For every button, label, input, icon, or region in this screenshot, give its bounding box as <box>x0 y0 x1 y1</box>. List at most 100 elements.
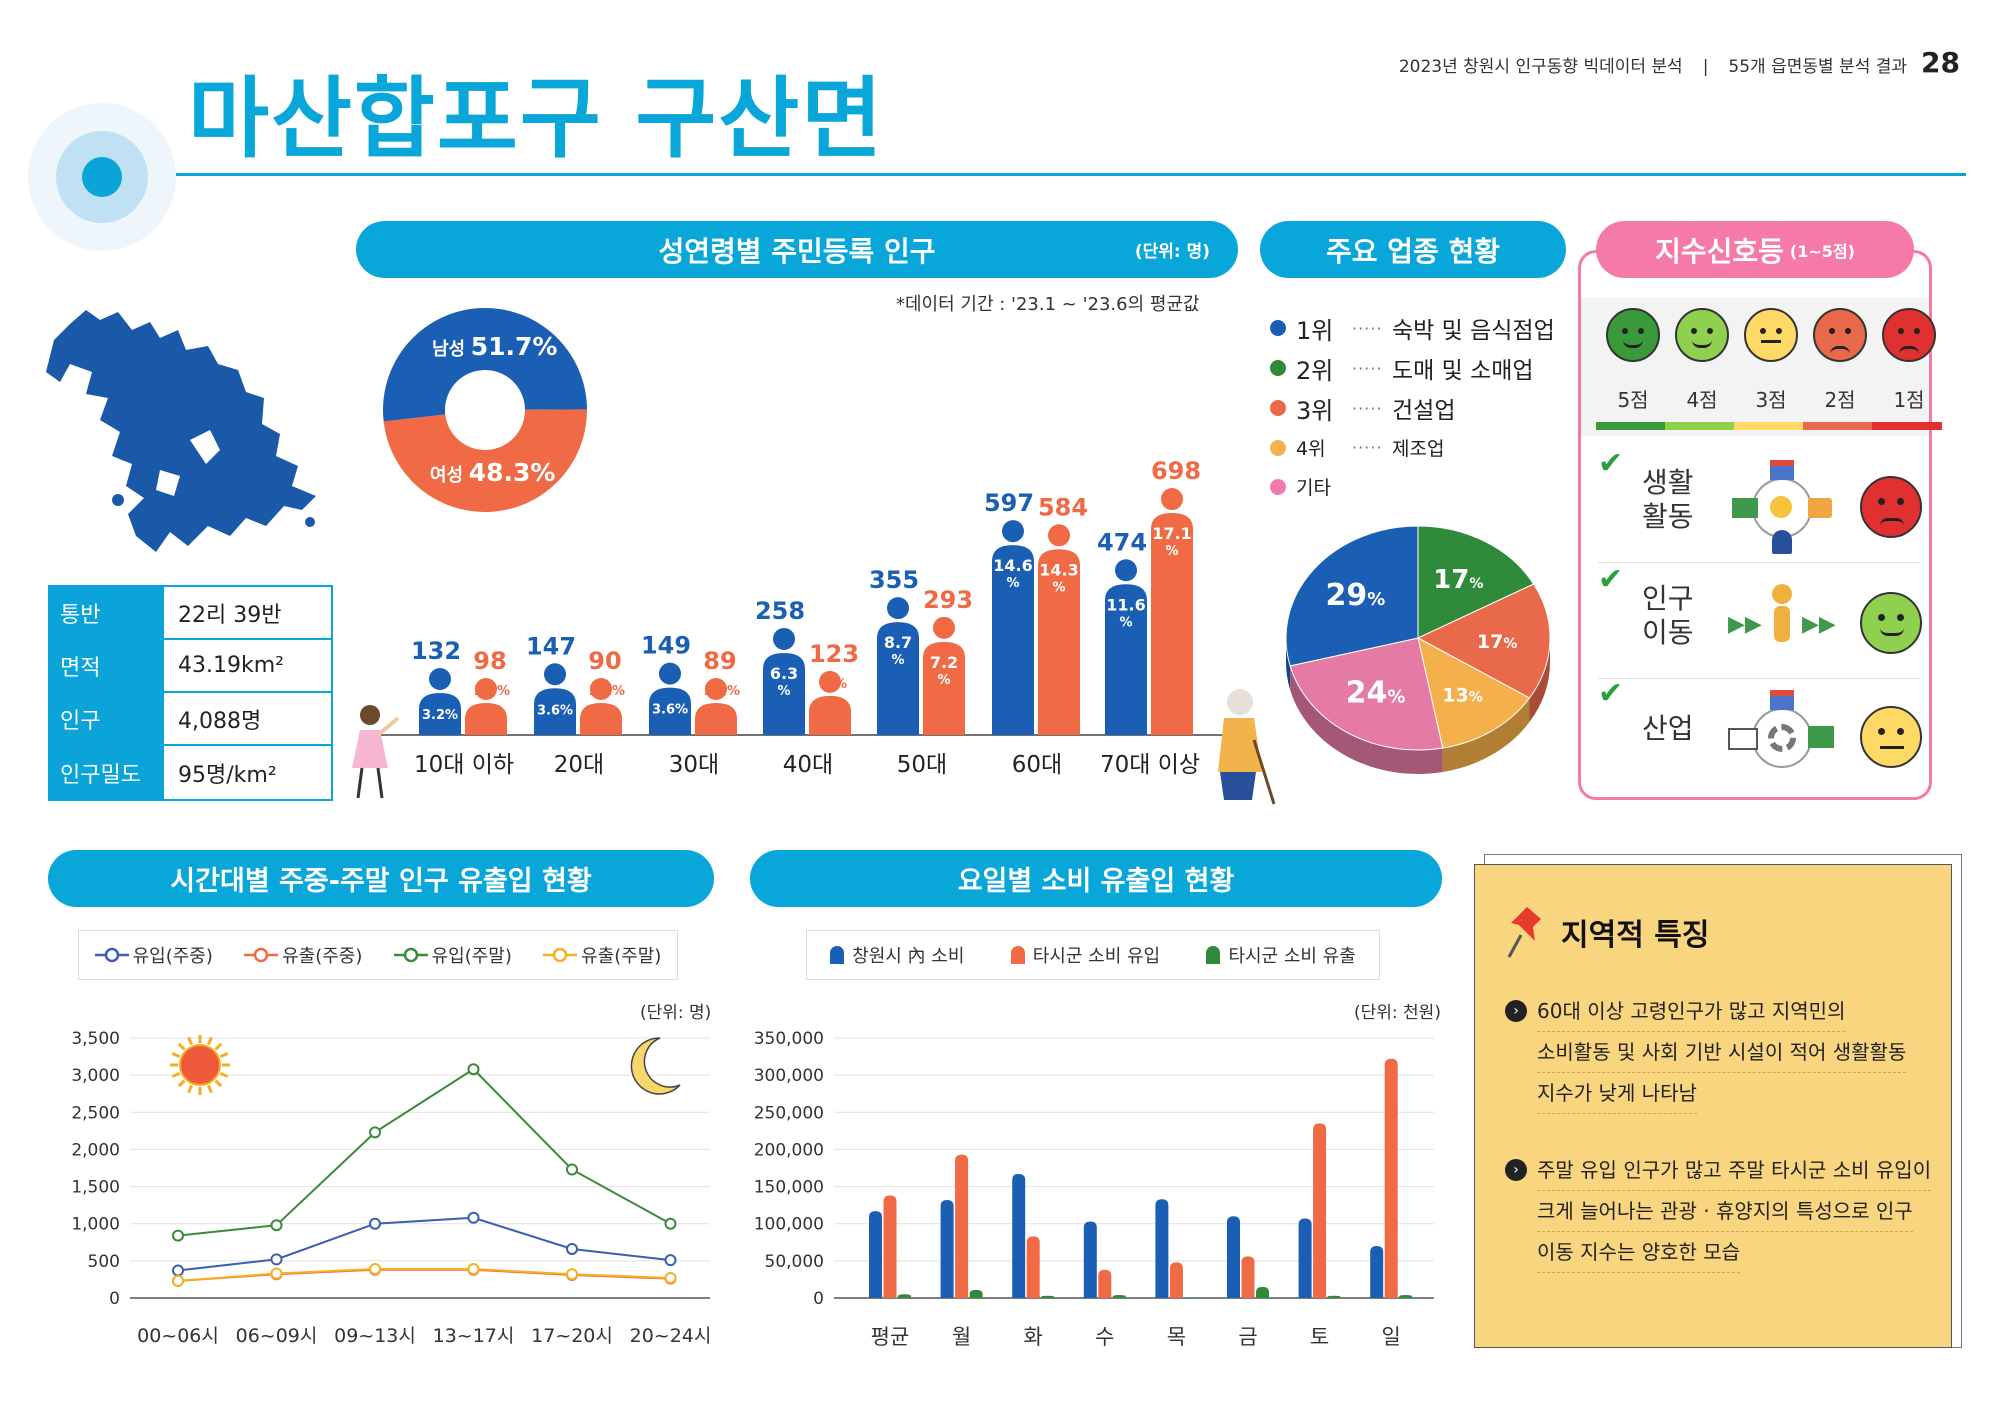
data-point <box>172 1274 184 1287</box>
industry-pie-side <box>1290 665 1443 774</box>
indicator-label-line: 생활 <box>1642 466 1694 499</box>
info-value: 22리 39반 <box>178 602 282 628</box>
age-bar-head <box>544 663 566 686</box>
industry-pie-label: 17% <box>1433 565 1483 595</box>
age-bar-head <box>429 668 451 691</box>
y-tick-label: 1,500 <box>71 1178 120 1198</box>
age-panel-unit: (단위: 명) <box>1134 242 1210 262</box>
legend-label: 유입(주말) <box>431 946 512 967</box>
industry-legend-item: 3위 ····· 건설업 <box>1270 388 1555 428</box>
eye <box>1878 728 1885 735</box>
check-icon: ✔ <box>1598 676 1624 711</box>
industry-panel-title: 주요 업종 현황 <box>1325 234 1501 268</box>
age-value-label: 149 <box>641 632 691 660</box>
score-bar-segment <box>1596 422 1666 430</box>
info-key: 면적 <box>50 640 164 691</box>
industry-pie-label: 13% <box>1442 685 1482 707</box>
time-panel-header: 시간대별 주중-주말 인구 유출입 현황 <box>48 850 714 907</box>
page-title: 마산합포구 구산면 <box>188 67 885 170</box>
x-tick-label: 수 <box>1095 1325 1114 1349</box>
industry-pie: 17% 17% 13% 24% 29% <box>1285 525 1551 774</box>
eye <box>1691 328 1697 334</box>
day-bar-chart: 0 50,000 100,000 150,000 200,000 250,000 300,0… <box>754 1029 1434 1349</box>
check-icon: ✔ <box>1598 562 1624 597</box>
arrow-right: ▶▶ <box>1802 612 1836 637</box>
industry-pie-side <box>1286 638 1291 690</box>
score-bar-segment <box>1872 422 1942 430</box>
mouth <box>1899 346 1919 354</box>
age-category-label: 20대 <box>554 752 604 778</box>
data-point <box>270 1219 283 1232</box>
series-line <box>177 1268 671 1282</box>
y-tick-label: 100,000 <box>754 1215 824 1235</box>
region-map <box>46 310 316 552</box>
indicator-label: 생활 활동 <box>1642 466 1694 534</box>
page-number: 28 <box>1921 46 1960 79</box>
age-bar-head <box>1002 520 1024 543</box>
mouth <box>1880 746 1904 749</box>
age-pct-unit: % <box>937 673 950 688</box>
female-label: 여성 <box>430 465 464 486</box>
age-bar-head <box>1161 488 1183 511</box>
industry-rank: 기타 <box>1296 477 1331 499</box>
feature-text-line: 주말 유입 인구가 많고 주말 타시군 소비 유입이 <box>1537 1150 1932 1191</box>
x-tick-label: 20~24시 <box>630 1325 712 1347</box>
age-category-label: 70대 이상 <box>1100 752 1200 778</box>
x-tick-label: 토 <box>1310 1325 1329 1349</box>
age-pct-label: 6.3 <box>770 664 798 683</box>
info-row: 인구 4,088명 <box>50 693 331 746</box>
chevron-right-icon: › <box>1505 1000 1527 1022</box>
age-value-label: 293 <box>923 586 973 614</box>
industry-panel-header: 주요 업종 현황 <box>1260 221 1566 278</box>
eye <box>1829 328 1835 334</box>
day-legend: 창원시 內 소비 타시군 소비 유입 타시군 소비 유출 <box>806 930 1380 980</box>
eye <box>1760 328 1766 334</box>
day-bar <box>1227 1216 1240 1298</box>
info-row: 면적 43.19km² <box>50 640 331 693</box>
chevron-right-icon: › <box>1505 1159 1527 1181</box>
industry-legend-item: 4위 ····· 제조업 <box>1270 428 1555 467</box>
score-bar-segment <box>1734 422 1804 430</box>
age-panel-header: 성연령별 주민등록 인구 (단위: 명) <box>356 221 1238 278</box>
indicator-row: ✔ 인구 이동 ▶▶ ▶▶ <box>1598 562 1922 678</box>
indicator-label: 산업 <box>1642 712 1694 746</box>
x-tick-label: 06~09시 <box>236 1325 318 1347</box>
industry-pie-slice <box>1416 583 1551 699</box>
industry-name: 숙박 및 음식점업 <box>1392 318 1555 344</box>
day-bar <box>1169 1262 1183 1298</box>
feature-text-line: 지수가 낮게 나타남 <box>1537 1073 1697 1114</box>
industry-rank: 2위 <box>1296 356 1334 385</box>
legend-item: 창원시 內 소비 <box>830 942 964 968</box>
industry-legend: 1위 ····· 숙박 및 음식점업 2위 ····· 도매 및 소매업 3위 ····· 건설… <box>1270 308 1555 506</box>
age-value-label: 98 <box>473 647 506 675</box>
x-tick-label: 13~17시 <box>433 1325 515 1347</box>
y-tick-label: 300,000 <box>754 1066 824 1086</box>
age-pct-label: 7.2 <box>930 653 958 672</box>
male-label-group: 남성 51.7% <box>432 332 557 361</box>
day-bar <box>955 1154 969 1298</box>
age-pct-label: 3% <box>825 677 847 692</box>
eye <box>1776 328 1782 334</box>
industry-rank: 4위 <box>1296 438 1326 460</box>
legend-label: 타시군 소비 유입 <box>1032 946 1161 967</box>
legend-dot <box>1270 439 1286 456</box>
money <box>1808 726 1834 748</box>
industry-legend-item: 2위 ····· 도매 및 소매업 <box>1270 348 1555 388</box>
day-bar <box>1256 1286 1269 1298</box>
age-value-label: 132 <box>411 637 461 665</box>
day-bar <box>869 1211 882 1298</box>
mouth <box>1692 340 1712 348</box>
elder-illustration <box>1218 689 1276 805</box>
age-pct-unit: % <box>1119 615 1132 630</box>
feature-text-line: 60대 이상 고령인구가 많고 지역민의 <box>1537 991 1846 1032</box>
data-point <box>369 1263 381 1276</box>
feature-text-line: 이동 지수는 양호한 모습 <box>1537 1232 1741 1273</box>
age-pct-label: 3.6% <box>537 703 573 718</box>
eye <box>1638 328 1644 334</box>
legend-dot <box>1270 478 1286 495</box>
mouth <box>1761 340 1781 343</box>
age-bar-head <box>590 678 612 700</box>
legend-item: 유입(주중) <box>94 942 213 968</box>
arrow-right: ▶▶ <box>1728 612 1762 637</box>
age-bar-head <box>1048 524 1070 547</box>
